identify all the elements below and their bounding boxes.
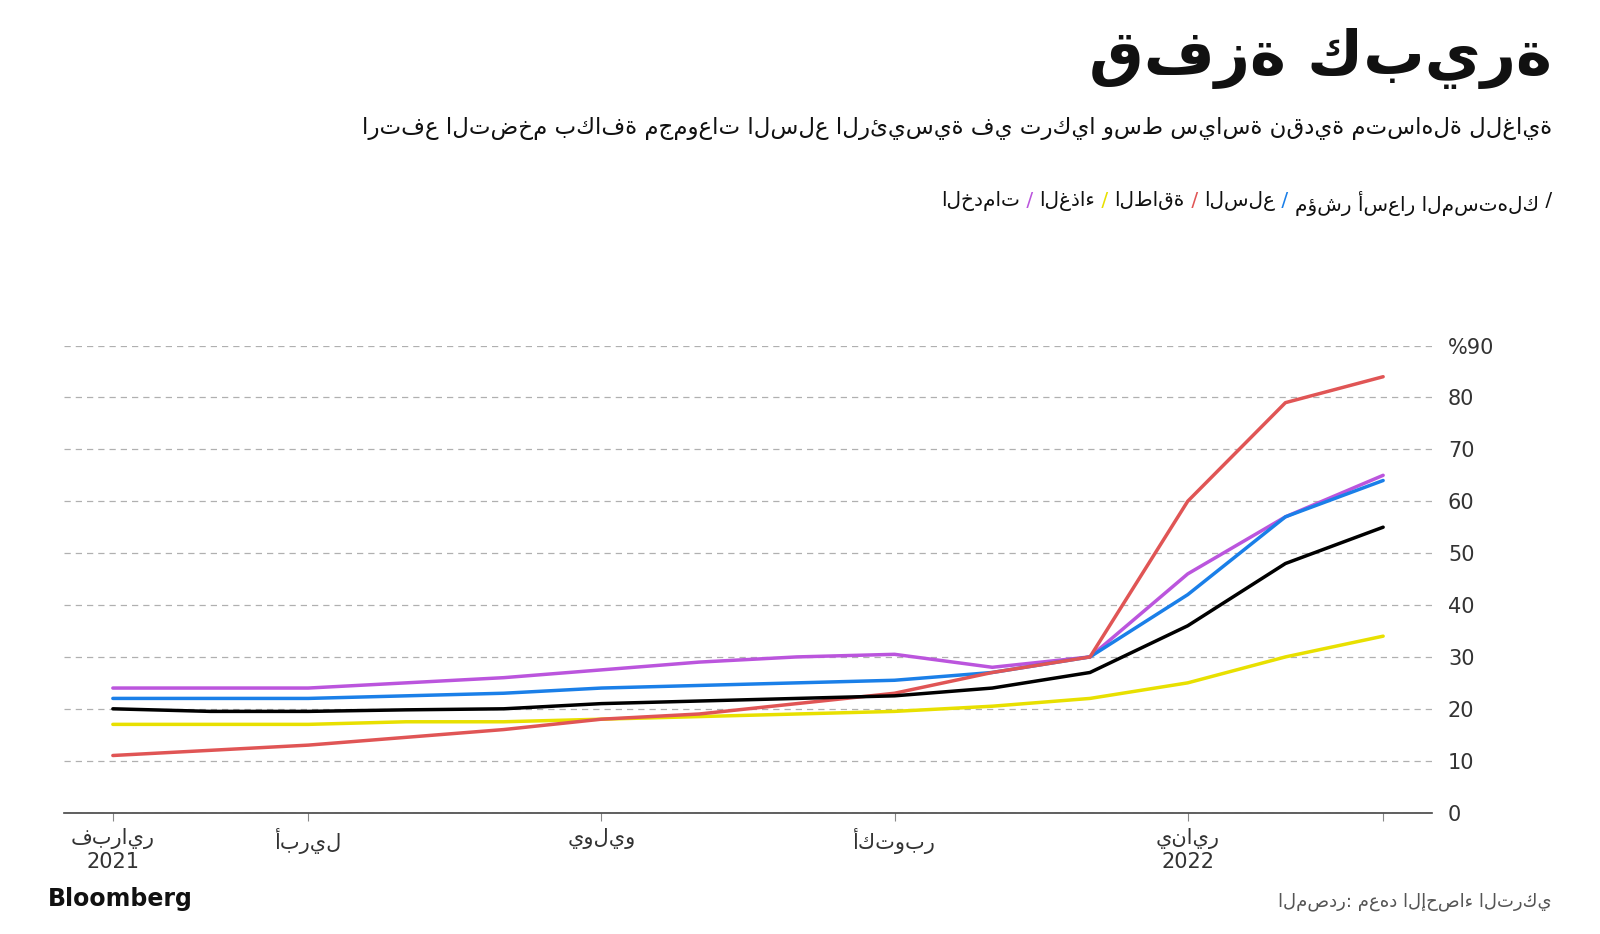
Text: ارتفع التضخم بكافة مجموعات السلع الرئيسية في تركيا وسط سياسة نقدية متساهلة للغاي: ارتفع التضخم بكافة مجموعات السلع الرئيسي… — [362, 117, 1552, 140]
Text: /: / — [1186, 191, 1205, 210]
Text: الغذاء: الغذاء — [1040, 191, 1094, 211]
Text: /: / — [1275, 191, 1294, 210]
Text: قفزة كبيرة: قفزة كبيرة — [1090, 28, 1552, 89]
Text: السلع: السلع — [1205, 191, 1275, 211]
Text: /: / — [1094, 191, 1115, 210]
Text: الطاقة: الطاقة — [1115, 191, 1186, 210]
Text: مؤشر أسعار المستهلك: مؤشر أسعار المستهلك — [1294, 191, 1539, 217]
Text: Bloomberg: Bloomberg — [48, 886, 194, 911]
Text: المصدر: معهد الإحصاء التركي: المصدر: معهد الإحصاء التركي — [1278, 892, 1552, 911]
Text: /: / — [1539, 191, 1552, 210]
Text: الخدمات: الخدمات — [941, 191, 1019, 211]
Text: /: / — [1019, 191, 1040, 210]
